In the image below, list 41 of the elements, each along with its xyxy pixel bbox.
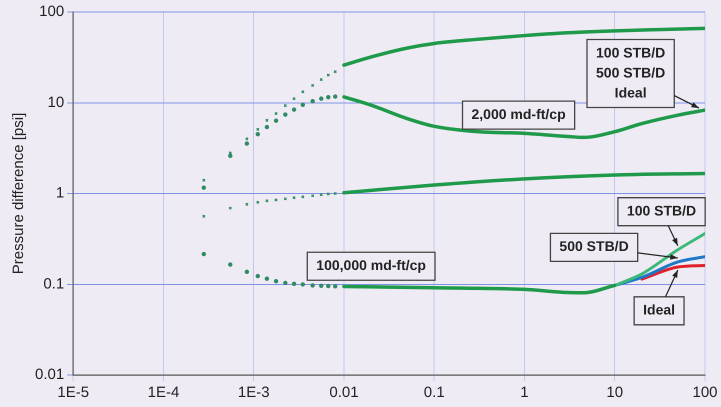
point (292, 282, 296, 286)
point (274, 279, 278, 284)
y-tick-label: 0.1 (43, 275, 64, 292)
y-tick-label: 10 (48, 94, 64, 111)
line-series (342, 172, 705, 194)
y-axis-title: Pressure difference [psi] (10, 112, 28, 274)
text: 500 STB/D (596, 64, 666, 80)
y-tick-label: 1 (56, 184, 64, 202)
point (283, 112, 288, 117)
text: Ideal (614, 84, 647, 100)
point (300, 102, 306, 107)
annotation: 100,000 md-ft/cp (316, 257, 426, 274)
x-tick-label: 0.1 (424, 384, 445, 402)
point (274, 118, 278, 123)
x-tick-label: 10 (606, 384, 624, 402)
series-label: 500 STB/D (559, 238, 629, 254)
y-tick-label: 100 (39, 3, 64, 20)
point (319, 96, 324, 101)
text: 100 STB/D (596, 44, 666, 60)
point (264, 124, 270, 130)
x-tick-label: 1 (520, 384, 529, 402)
x-tick-label: 1E-3 (238, 384, 270, 402)
y-tick-label: 0.01 (34, 366, 64, 384)
point (244, 270, 250, 274)
point (256, 274, 260, 278)
point (292, 107, 296, 112)
point (319, 284, 324, 288)
x-tick-label: 100 (692, 384, 718, 402)
series-label: Ideal (643, 302, 676, 318)
point (310, 99, 315, 104)
series-label: 100 STB/D (626, 202, 696, 219)
x-tick-label: 1E-4 (148, 384, 180, 402)
annotation: 2,000 md-ft/cp (472, 106, 566, 122)
point (256, 132, 260, 136)
point (310, 283, 315, 288)
point (264, 276, 270, 281)
x-tick-label: 0.01 (329, 384, 359, 402)
point (244, 141, 250, 146)
point (283, 280, 288, 286)
x-tick-label: 1E-5 (57, 384, 90, 402)
point (300, 282, 306, 287)
